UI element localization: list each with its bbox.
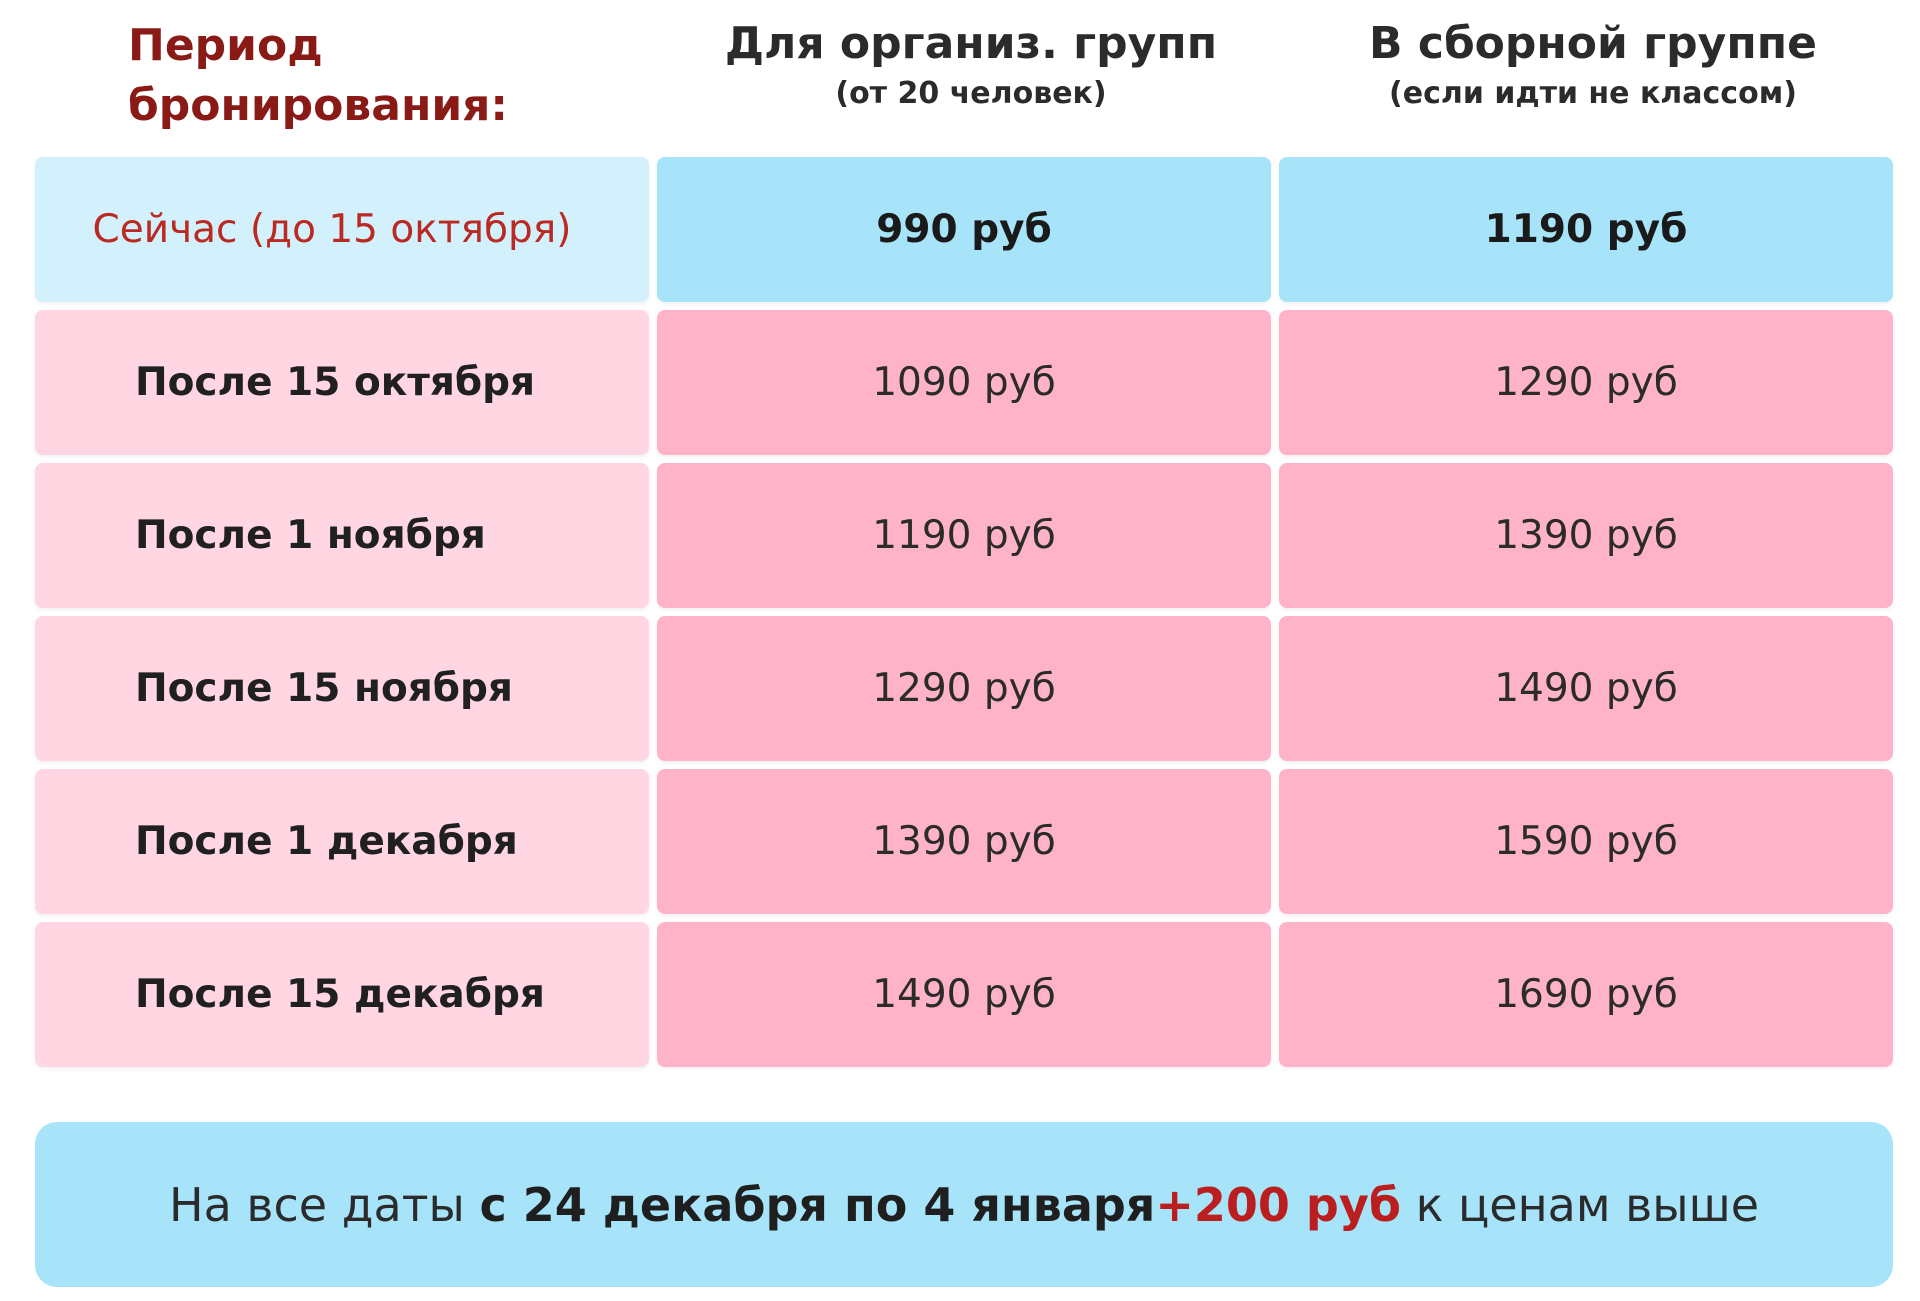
combined-group-title: В сборной группе [1369,18,1817,69]
combined-group-price-cell: 1390 руб [1279,463,1893,608]
combined-group-price-cell: 1590 руб [1279,769,1893,914]
org-group-column-header: Для организ. групп (от 20 человек) [663,14,1279,114]
combined-group-column-header: В сборной группе (если идти не классом) [1285,14,1901,114]
price-row: После 1 декабря 1390 руб 1590 руб [35,769,1893,914]
banner-surcharge: +200 руб [1155,1177,1401,1232]
banner-dates: с 24 декабря по 4 января [479,1177,1156,1232]
price-row: После 15 ноября 1290 руб 1490 руб [35,616,1893,761]
org-group-price-cell: 990 руб [657,157,1271,302]
period-column-header: Период бронирования: [128,20,509,131]
holiday-surcharge-banner: На все даты с 24 декабря по 4 января +20… [35,1122,1893,1287]
banner-prefix: На все даты [168,1177,480,1232]
price-row: Сейчас (до 15 октября) 990 руб 1190 руб [35,157,1893,302]
price-row: После 15 декабря 1490 руб 1690 руб [35,922,1893,1067]
org-group-price-cell: 1190 руб [657,463,1271,608]
combined-group-price-cell: 1490 руб [1279,616,1893,761]
org-group-price-cell: 1090 руб [657,310,1271,455]
org-group-price-cell: 1390 руб [657,769,1271,914]
banner-suffix: к ценам выше [1400,1177,1760,1232]
org-group-subtitle: (от 20 человек) [835,76,1107,111]
period-cell: После 1 декабря [35,769,649,914]
period-cell: Сейчас (до 15 октября) [35,157,649,302]
combined-group-price-cell: 1290 руб [1279,310,1893,455]
period-cell: После 15 октября [35,310,649,455]
combined-group-price-cell: 1690 руб [1279,922,1893,1067]
period-cell: После 15 декабря [35,922,649,1067]
combined-group-subtitle: (если идти не классом) [1389,76,1797,111]
combined-group-price-cell: 1190 руб [1279,157,1893,302]
period-cell: После 1 ноября [35,463,649,608]
org-group-title: Для организ. групп [724,18,1218,69]
price-table: Сейчас (до 15 октября) 990 руб 1190 руб … [35,157,1893,1075]
org-group-price-cell: 1290 руб [657,616,1271,761]
period-cell: После 15 ноября [35,616,649,761]
price-row: После 1 ноября 1190 руб 1390 руб [35,463,1893,608]
price-row: После 15 октября 1090 руб 1290 руб [35,310,1893,455]
org-group-price-cell: 1490 руб [657,922,1271,1067]
